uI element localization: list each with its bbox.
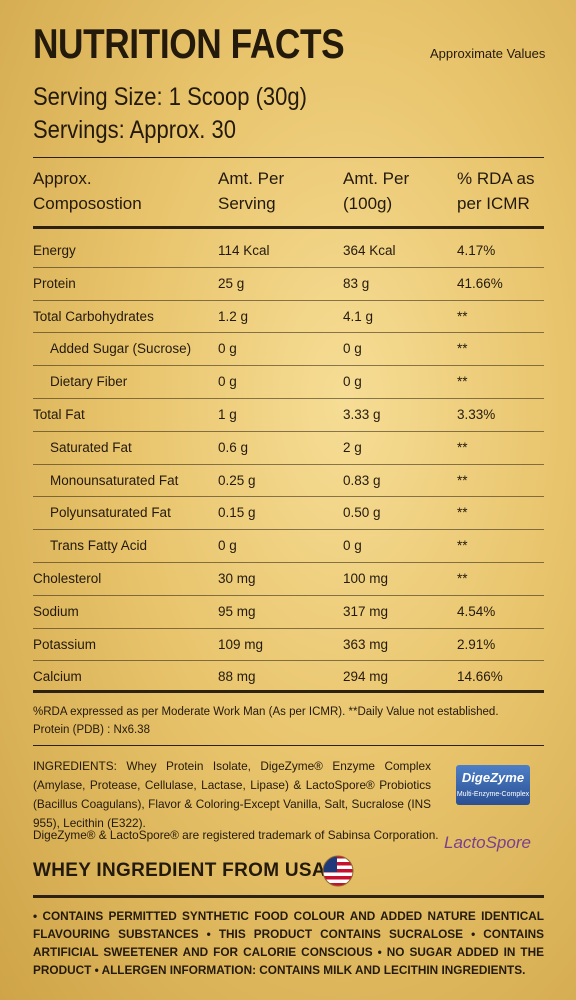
- cell: 0 g: [218, 538, 237, 554]
- banner: WHEY INGREDIENT FROM USA: [33, 860, 326, 881]
- cell: 3.33 g: [343, 407, 381, 422]
- cell: 0 g: [343, 538, 362, 554]
- cell: 4.17%: [457, 243, 496, 258]
- cell: 0 g: [343, 374, 362, 390]
- logo-text: DigeZyme: [461, 770, 525, 785]
- cell: 25 g: [218, 275, 245, 291]
- serving-size: Serving Size: 1 Scoop (30g): [33, 83, 307, 111]
- cell: 95 mg: [218, 603, 256, 619]
- cell: 2 g: [343, 439, 362, 455]
- cell: Saturated Fat: [50, 439, 132, 455]
- rule: [33, 627, 544, 629]
- cell: Added Sugar (Sucrose): [50, 341, 192, 357]
- cell: 294 mg: [343, 669, 389, 685]
- cell: 317 mg: [343, 603, 389, 619]
- rule: [33, 266, 544, 268]
- cell: 100 mg: [343, 571, 389, 586]
- cell: 41.66%: [457, 275, 503, 291]
- cell: 0 g: [218, 341, 237, 357]
- footnote: %RDA expressed as per Moderate Work Man …: [33, 706, 499, 718]
- rule: [33, 660, 544, 662]
- column-header: Amt. Per: [343, 169, 410, 188]
- cell: Total Carbohydrates: [33, 308, 154, 324]
- cell: 1 g: [218, 407, 237, 422]
- cell: **: [457, 472, 468, 488]
- disclaimer: • CONTAINS PERMITTED SYNTHETIC FOOD COLO…: [33, 909, 544, 977]
- cell: Potassium: [33, 636, 97, 652]
- logo-tagline: Multi-Enzyme-Complex: [456, 791, 530, 798]
- cell: Total Fat: [33, 407, 85, 422]
- rule: [33, 365, 544, 367]
- cell: 114 Kcal: [218, 243, 270, 258]
- cell: 363 mg: [343, 636, 389, 652]
- cell: 4.54%: [457, 603, 496, 619]
- cell: 1.2 g: [218, 308, 249, 324]
- cell: Calcium: [33, 669, 82, 685]
- cell: Polyunsaturated Fat: [50, 505, 171, 521]
- cell: **: [457, 341, 468, 357]
- column-header: per ICMR: [457, 194, 530, 213]
- cell: Dietary Fiber: [50, 374, 128, 390]
- rule: [33, 332, 544, 334]
- cell: **: [457, 374, 468, 390]
- cell: **: [457, 308, 468, 324]
- cell: Monounsaturated Fat: [50, 472, 179, 488]
- cell: 0.25 g: [218, 472, 256, 488]
- cell: Sodium: [33, 603, 79, 619]
- cell: 0.15 g: [218, 505, 256, 521]
- rule: [33, 299, 544, 301]
- column-header: % RDA as: [457, 169, 535, 188]
- column-header: Approx.: [33, 169, 92, 188]
- rule: [33, 496, 544, 498]
- rule: [33, 226, 544, 229]
- rule: [33, 463, 544, 465]
- column-header: (100g): [343, 194, 393, 213]
- rule: [33, 529, 544, 531]
- ingredients: INGREDIENTS: Whey Protein Isolate, DigeZ…: [33, 759, 431, 830]
- cell: 88 mg: [218, 669, 256, 685]
- column-header: Amt. Per: [218, 169, 285, 188]
- rule: [33, 157, 544, 158]
- cell: **: [457, 505, 468, 521]
- cell: Energy: [33, 243, 76, 258]
- trademark: DigeZyme® & LactoSpore® are registered t…: [33, 828, 439, 842]
- cell: 0.50 g: [343, 505, 381, 521]
- cell: 0.83 g: [343, 472, 381, 488]
- column-header: Composostion: [33, 194, 142, 213]
- title: NUTRITION FACTS: [33, 20, 345, 67]
- cell: 364 Kcal: [343, 243, 396, 258]
- cell: **: [457, 538, 468, 554]
- cell: 30 mg: [218, 571, 256, 586]
- us-flag: [322, 855, 354, 887]
- rule: [33, 430, 544, 432]
- cell: Trans Fatty Acid: [50, 538, 148, 554]
- column-header: Serving: [218, 194, 276, 213]
- cell: 4.1 g: [343, 308, 374, 324]
- cell: Cholesterol: [33, 571, 102, 586]
- digezyme-logo: DigeZyme Multi-Enzyme-Complex: [456, 765, 530, 805]
- servings: Servings: Approx. 30: [33, 116, 237, 144]
- cell: **: [457, 571, 468, 586]
- cell: 0.6 g: [218, 439, 249, 455]
- rule: [33, 745, 544, 746]
- lactospore-logo: LactoSpore: [444, 833, 531, 852]
- cell: 83 g: [343, 275, 370, 291]
- cell: 3.33%: [457, 407, 496, 422]
- cell: **: [457, 439, 468, 455]
- rule: [33, 690, 544, 694]
- cell: Protein: [33, 275, 76, 291]
- rule: [33, 594, 544, 596]
- rule: [33, 562, 544, 563]
- footnote: Protein (PDB) : Nx6.38: [33, 724, 150, 736]
- cell: 14.66%: [457, 669, 503, 685]
- cell: 0 g: [218, 374, 237, 390]
- note: Approximate Values: [430, 46, 546, 61]
- rule: [33, 895, 544, 898]
- cell: 0 g: [343, 341, 362, 357]
- cell: 2.91%: [457, 636, 496, 652]
- cell: 109 mg: [218, 636, 264, 652]
- rule: [33, 398, 544, 399]
